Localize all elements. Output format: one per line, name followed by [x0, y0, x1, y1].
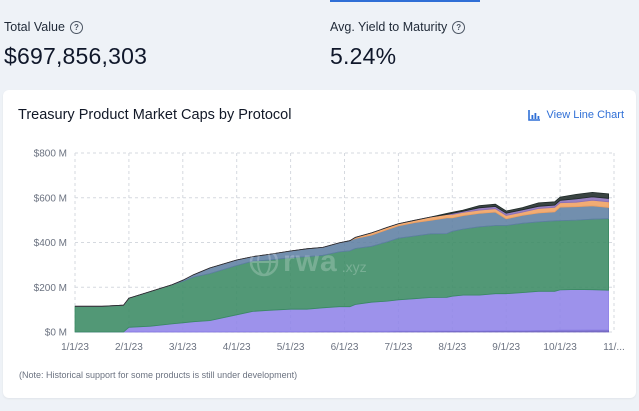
x-tick-label: 7/1/23: [384, 342, 412, 353]
y-axis: $0 M $200 M $400 M $600 M $800 M: [34, 149, 67, 339]
x-tick-label: 6/1/23: [331, 342, 359, 353]
x-axis: 1/1/23 2/1/23 3/1/23 4/1/23 5/1/23 6/1/23 7/1/…: [61, 342, 625, 353]
ytm-metric: Avg. Yield to Maturity ? 5.24%: [330, 20, 466, 70]
info-icon[interactable]: ?: [69, 20, 83, 34]
x-tick-label: 3/1/23: [169, 342, 197, 353]
y-tick-label: $800 M: [34, 149, 67, 160]
chart-card: Treasury Product Market Caps by Protocol…: [3, 90, 636, 398]
x-tick-label: 1/1/23: [61, 342, 89, 353]
total-value: $697,856,303: [4, 43, 148, 69]
info-icon[interactable]: ?: [452, 20, 466, 34]
ytm-label-row: Avg. Yield to Maturity ?: [330, 20, 466, 34]
line-chart-icon: [527, 109, 540, 121]
x-tick-label: 8/1/23: [438, 342, 466, 353]
total-value-label-row: Total Value ?: [4, 20, 147, 34]
link-underline: [330, 0, 480, 2]
total-value-metric: Total Value ? $697,856,303: [4, 20, 147, 70]
chart-title: Treasury Product Market Caps by Protocol: [18, 107, 292, 123]
x-tick-label: 11/...: [603, 342, 625, 353]
total-value-label: Total Value: [4, 20, 65, 34]
top-link-fragment: [0, 0, 639, 6]
y-tick-label: $200 M: [34, 283, 67, 294]
chart-note: (Note: Historical support for some produ…: [19, 370, 298, 380]
y-tick-label: $0 M: [45, 328, 67, 339]
x-tick-label: 4/1/23: [223, 342, 251, 353]
x-tick-label: 2/1/23: [115, 342, 143, 353]
x-tick-label: 10/1/23: [543, 342, 577, 353]
y-tick-label: $400 M: [34, 238, 67, 249]
ytm-label: Avg. Yield to Maturity: [330, 20, 448, 34]
view-line-chart-label: View Line Chart: [546, 109, 624, 121]
chart-areas: [74, 191, 609, 333]
x-tick-label: 9/1/23: [492, 342, 520, 353]
view-line-chart-button[interactable]: View Line Chart: [527, 109, 624, 121]
y-tick-label: $600 M: [34, 193, 67, 204]
x-tick-label: 5/1/23: [277, 342, 305, 353]
ytm-value: 5.24%: [330, 43, 397, 69]
stacked-area-chart: $0 M $200 M $400 M $600 M $800 M 1/1/23 2/1/2…: [34, 149, 625, 354]
area-series-6: [75, 191, 609, 307]
